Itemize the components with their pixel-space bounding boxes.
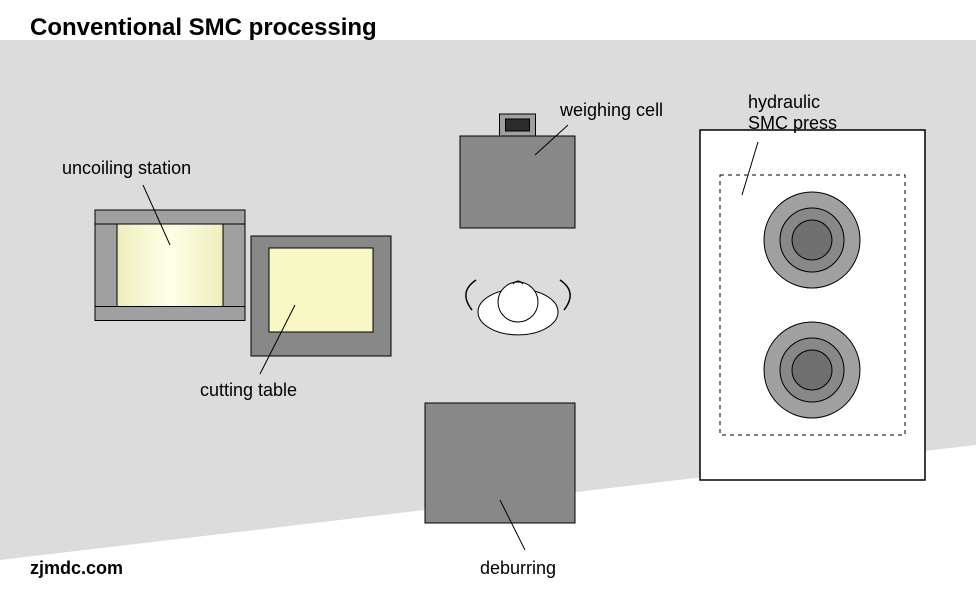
press-outer bbox=[700, 130, 925, 480]
weighing-cell-body bbox=[460, 136, 575, 228]
uncoiling-roll bbox=[117, 224, 223, 307]
label-hydraulic-press: hydraulicSMC press bbox=[748, 92, 837, 134]
label-cutting-table: cutting table bbox=[200, 380, 297, 401]
operator-head bbox=[498, 282, 538, 322]
footer-source: zjmdc.com bbox=[30, 558, 123, 579]
cutting-table-surface bbox=[269, 248, 373, 332]
label-weighing-cell: weighing cell bbox=[560, 100, 663, 121]
label-uncoiling-station: uncoiling station bbox=[62, 158, 191, 179]
deburring-body bbox=[425, 403, 575, 523]
diagram-svg bbox=[0, 0, 976, 601]
page-title: Conventional SMC processing bbox=[30, 14, 377, 42]
uncoiling-top-bar bbox=[95, 210, 245, 224]
press-die-1-inner bbox=[792, 220, 832, 260]
weighing-display-screen bbox=[506, 119, 530, 131]
uncoiling-bottom-bar bbox=[95, 307, 245, 321]
uncoiling-left-end bbox=[95, 224, 117, 307]
diagram-stage: Conventional SMC processing uncoiling st… bbox=[0, 0, 976, 601]
press-die-2-inner bbox=[792, 350, 832, 390]
label-deburring: deburring bbox=[480, 558, 556, 579]
uncoiling-right-end bbox=[223, 224, 245, 307]
